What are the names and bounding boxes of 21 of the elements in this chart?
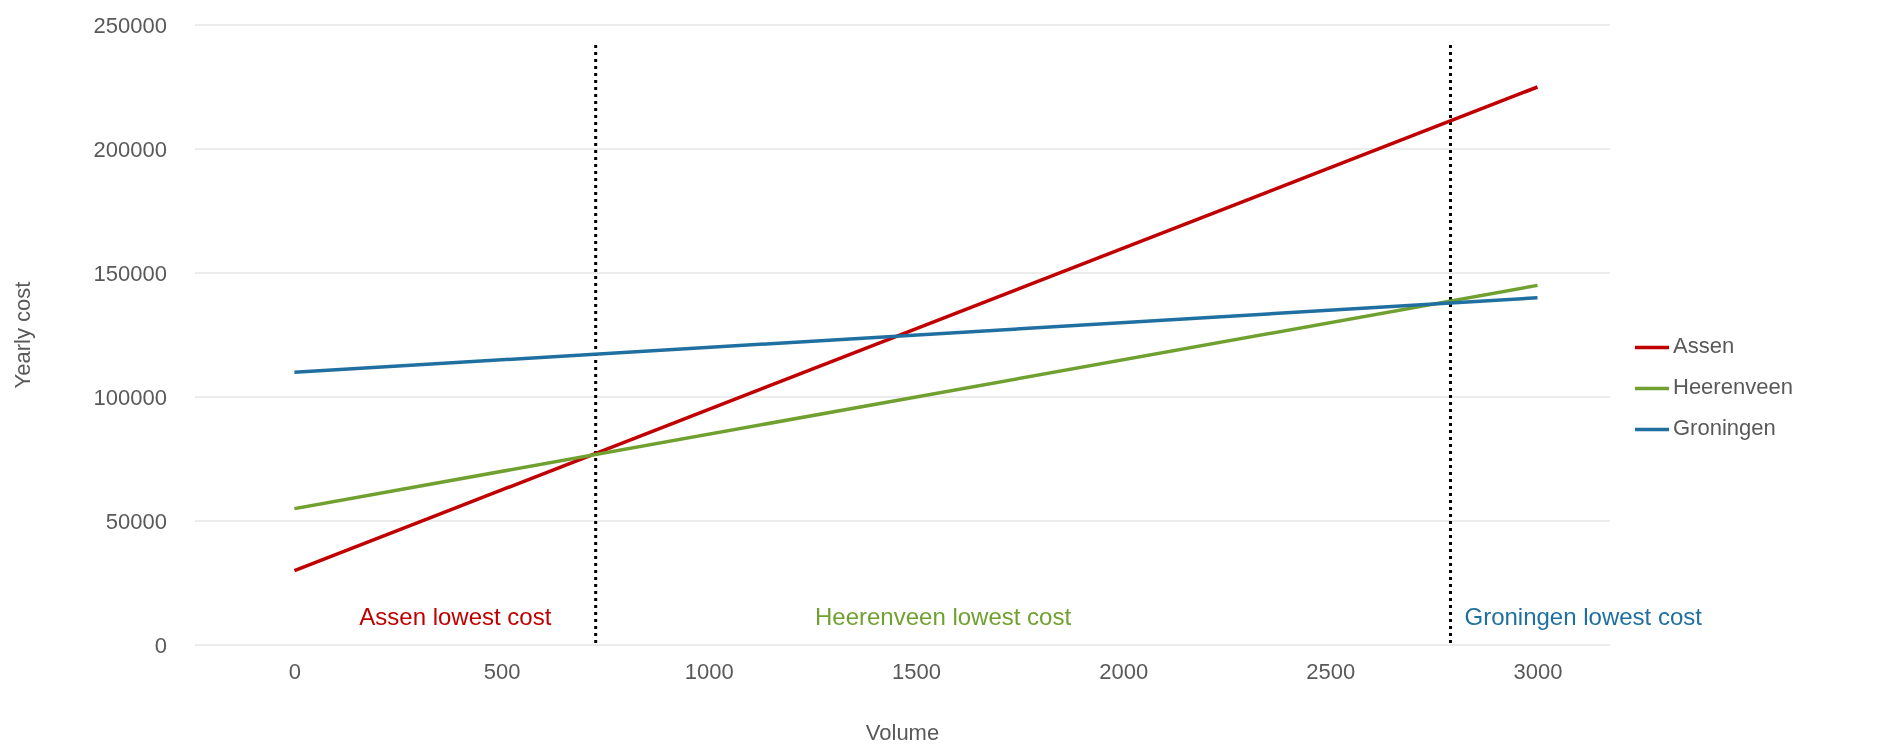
y-tick-label: 150000 [93, 260, 167, 286]
x-tick-label: 1500 [891, 658, 941, 684]
y-tick-label: 100000 [93, 384, 167, 410]
x-tick-label: 2000 [1099, 658, 1149, 684]
legend-label: Assen [1673, 333, 1735, 359]
x-tick-label: 1000 [684, 658, 734, 684]
y-axis-title: Yearly cost [10, 281, 35, 389]
x-axis-title: Volume [865, 720, 940, 745]
y-tick-label: 250000 [93, 12, 167, 38]
legend-label: Groningen [1673, 415, 1776, 441]
y-tick-label: 200000 [93, 136, 167, 162]
y-tick-label: 0 [154, 632, 167, 658]
annotation: Assen lowest cost [359, 603, 552, 631]
annotation: Groningen lowest cost [1464, 603, 1703, 631]
x-tick-label: 0 [288, 658, 302, 684]
x-tick-label: 500 [483, 658, 521, 684]
annotation: Heerenveen lowest cost [815, 603, 1072, 631]
y-tick-label: 50000 [105, 508, 167, 534]
x-tick-label: 2500 [1306, 658, 1356, 684]
x-tick-label: 3000 [1513, 658, 1563, 684]
legend-label: Heerenveen [1673, 374, 1793, 400]
